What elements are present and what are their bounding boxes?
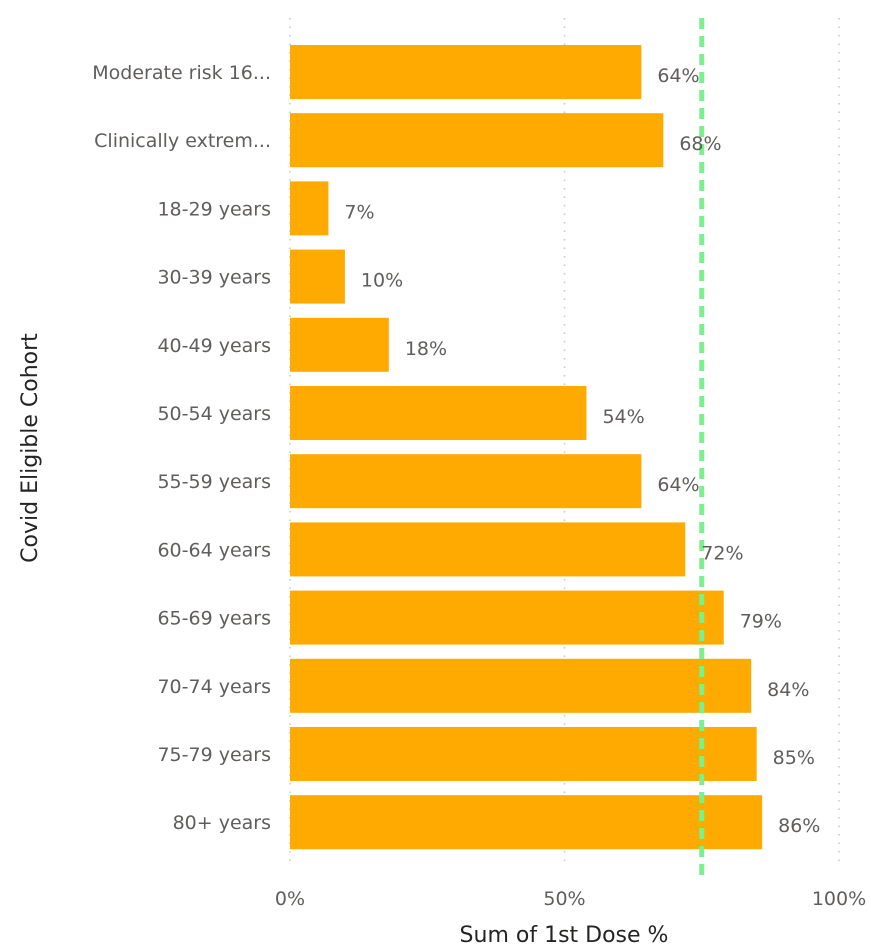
bar[interactable] <box>290 45 642 99</box>
data-label: 10% <box>361 270 403 292</box>
data-label: 85% <box>773 747 815 769</box>
data-label: 84% <box>767 679 809 701</box>
category-label: Moderate risk 16... <box>92 62 271 84</box>
data-label: 54% <box>602 406 644 428</box>
bar[interactable] <box>290 522 686 577</box>
category-label: 18-29 years <box>157 198 271 220</box>
category-label: 75-79 years <box>157 744 271 766</box>
data-label: 7% <box>344 201 374 223</box>
category-label: 40-49 years <box>157 335 271 357</box>
category-label: 55-59 years <box>157 471 271 493</box>
data-label: 68% <box>679 133 721 155</box>
category-label: 70-74 years <box>157 676 271 698</box>
labels: 0% 50% 100% Moderate risk 16... 64% Clinicall… <box>92 62 866 910</box>
bar[interactable] <box>290 658 752 713</box>
x-axis-title: Sum of 1st Dose % <box>460 923 669 948</box>
data-label: 79% <box>740 611 782 633</box>
data-label: 86% <box>778 815 820 837</box>
data-label: 64% <box>657 474 699 496</box>
bar[interactable] <box>290 181 329 236</box>
y-axis-title: Covid Eligible Cohort <box>18 333 43 563</box>
bar[interactable] <box>290 386 587 440</box>
bar[interactable] <box>290 113 664 168</box>
category-label: Clinically extrem... <box>94 130 271 152</box>
category-label: 65-69 years <box>157 608 271 630</box>
category-label: 60-64 years <box>157 539 271 561</box>
x-tick-label: 50% <box>543 888 585 910</box>
data-label: 18% <box>405 338 447 360</box>
category-label: 30-39 years <box>157 267 271 289</box>
bars <box>290 45 763 850</box>
category-label: 80+ years <box>173 812 271 834</box>
data-label: 64% <box>657 65 699 87</box>
bar[interactable] <box>290 249 345 304</box>
x-tick-label: 0% <box>275 888 305 910</box>
bar[interactable] <box>290 454 642 509</box>
bar[interactable] <box>290 317 389 372</box>
category-label: 50-54 years <box>157 403 271 425</box>
bar[interactable] <box>290 795 763 850</box>
bar[interactable] <box>290 727 757 781</box>
bar[interactable] <box>290 590 724 645</box>
x-tick-label: 100% <box>812 888 866 910</box>
data-label: 72% <box>701 542 743 564</box>
